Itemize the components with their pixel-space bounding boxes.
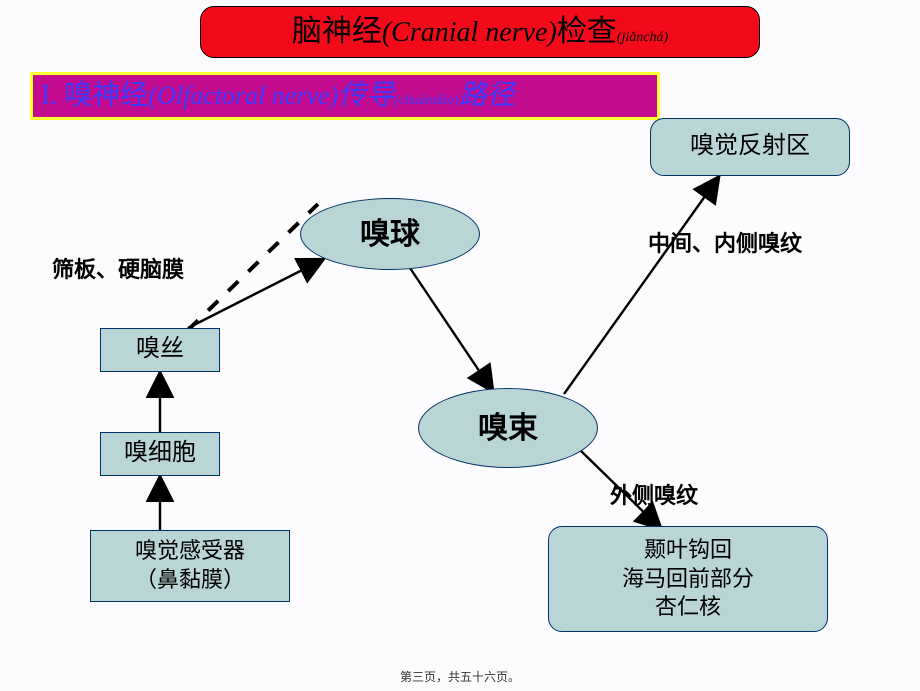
page-footer: 第三页，共五十六页。 (0, 668, 920, 685)
node-reflex-area: 嗅觉反射区 (650, 118, 850, 176)
node-olfactory-cell: 嗅细胞 (100, 432, 220, 476)
label-lateral-stria: 外侧嗅纹 (610, 478, 698, 510)
subtitle-cn2: 传导 (338, 80, 394, 111)
title-en: (Cranial nerve) (382, 17, 557, 48)
subtitle-en: (Olfactoral nerve) (148, 81, 338, 110)
label-medial-stria: 中间、内侧嗅纹 (648, 226, 802, 258)
subtitle-lead: I. (41, 80, 64, 111)
diagram-stage: 脑神经(Cranial nerve)检查(jiǎnchá) I. 嗅神经(Olf… (0, 0, 920, 691)
title-pinyin: (jiǎnchá) (617, 30, 668, 45)
title-cn2: 检查 (557, 15, 617, 48)
title-banner: 脑神经(Cranial nerve)检查(jiǎnchá) (200, 6, 760, 58)
label-cribriform-plate: 筛板、硬脑膜 (52, 252, 184, 284)
node-olfactory-fila: 嗅丝 (100, 328, 220, 372)
node-olfactory-receptor: 嗅觉感受器（鼻黏膜） (90, 530, 290, 602)
title-cn1: 脑神经 (292, 15, 382, 48)
node-temporal-targets: 颞叶钩回海马回前部分杏仁核 (548, 526, 828, 632)
subtitle-cn1: 嗅神经 (64, 80, 148, 111)
node-olfactory-bulb: 嗅球 (300, 198, 480, 270)
node-olfactory-tract: 嗅束 (418, 388, 598, 468)
subtitle-pinyin: (chuándǎo) (394, 93, 459, 108)
subtitle-banner: I. 嗅神经(Olfactoral nerve)传导(chuándǎo)路径 (30, 72, 660, 120)
subtitle-cn3: 路径 (459, 80, 515, 111)
